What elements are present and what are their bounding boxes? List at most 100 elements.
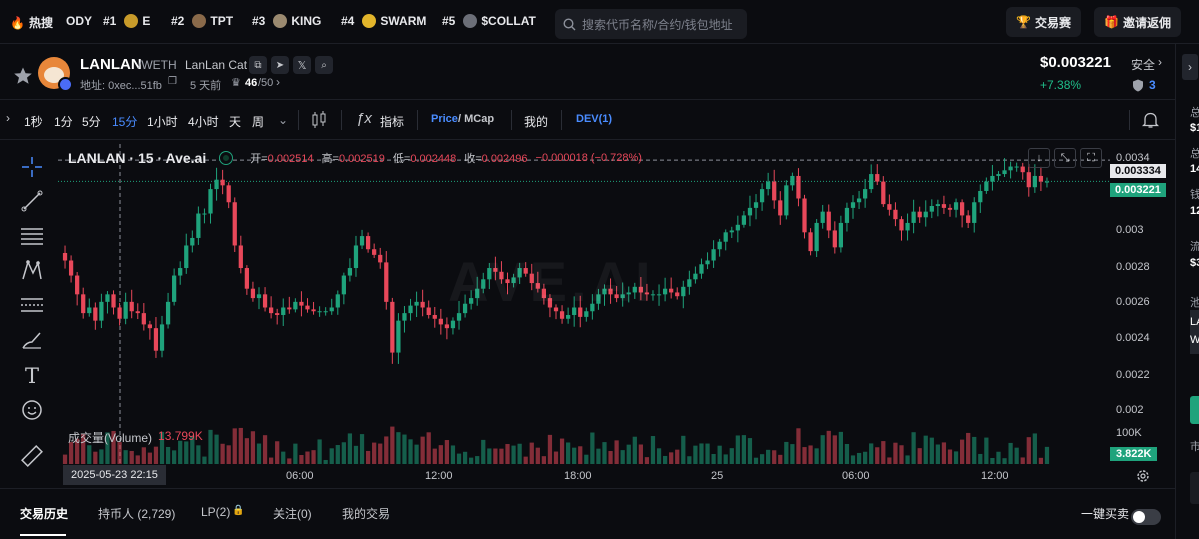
volume-value: 13.799K [158,429,203,443]
telegram-icon[interactable]: ➤ [271,56,289,74]
volume-bar [208,429,213,464]
volume-bar [675,449,680,464]
candle-body [87,307,92,314]
volume-bar [984,437,989,464]
emoji-tool[interactable] [18,398,46,422]
chevron-right-icon[interactable]: › [276,75,280,89]
interval-15m[interactable]: 15分 [112,115,138,129]
volume-bar [681,435,686,464]
scroll-down-icon[interactable]: ↓ [1028,148,1050,168]
website-icon[interactable]: ⧉ [249,56,267,74]
crosshair-icon [22,157,42,177]
hot-item[interactable]: #4 SWARM [341,14,426,28]
interval-1h[interactable]: 1小时 [147,115,178,129]
buy-button[interactable] [1190,396,1199,424]
search-input[interactable]: 搜索代币名称/合约/钱包地址 [555,9,747,39]
tab-my-trades[interactable]: 我的交易 [342,507,391,521]
candle-body [826,211,831,231]
chevron-down-icon[interactable]: ⌄ [278,113,289,127]
chevron-right-icon[interactable]: › [1158,55,1162,69]
horizontal-lines-tool[interactable] [18,224,46,248]
pool-card[interactable] [1190,310,1199,354]
hot-item[interactable]: #2 TPT [171,14,233,28]
candle-body [365,236,371,250]
collapse-left-icon[interactable]: › [6,111,10,125]
mine-button[interactable]: 我的 [524,115,549,129]
search-placeholder: 搜索代币名称/合约/钱包地址 [582,17,733,32]
candle-body [832,230,837,248]
candle-body [966,215,971,223]
dev-toggle[interactable]: DEV(1) [576,113,613,125]
safety-label[interactable]: 安全 [1131,58,1156,72]
bell-alert-icon[interactable] [1142,111,1159,129]
candlestick-plot[interactable] [58,144,1110,464]
volume-bar [711,453,716,464]
interval-day[interactable]: 天 [229,115,242,129]
candle-body [759,189,765,203]
hot-item[interactable]: #1 E [103,14,150,28]
candle-body [614,294,619,299]
interval-week[interactable]: 周 [252,115,265,129]
ruler-tool[interactable] [18,444,46,468]
candle-body [796,175,801,199]
expand-panel-icon[interactable]: › [1182,54,1198,80]
price-toggle[interactable]: Price [431,113,458,125]
volume-bar [275,441,280,464]
indicators-button[interactable]: 指标 [380,115,405,129]
candle-body [644,292,650,295]
price-axis[interactable]: 0.0034 0.003 0.0028 0.0026 0.0024 0.0022… [1110,144,1175,484]
current-price-label: 0.003221 [1110,183,1166,197]
trade-contest-button[interactable]: 🏆 交易赛 [1006,7,1081,37]
indicator-fx-icon[interactable]: ƒx [356,110,372,127]
quick-buy-toggle[interactable] [1131,509,1161,525]
tab-watch[interactable]: 关注(0) [273,507,312,521]
y-tick: 0.0024 [1116,332,1150,344]
brush-tool[interactable] [18,328,46,352]
volume-bar [996,451,1001,464]
trend-line-tool[interactable] [18,189,46,213]
candle-body [238,245,243,269]
price-chart[interactable]: AVE.AI LANLAN · 15 · Ave.ai 开=0.002514 高… [58,144,1110,464]
star-favorite-icon[interactable] [13,66,33,86]
gift-icon: 🎁 [1104,15,1119,29]
time-axis[interactable]: 06:00 12:00 18:00 25 06:00 12:00 2025-05… [58,465,1110,487]
candle-body [438,318,443,325]
hot-search[interactable]: 🔥 热搜 [10,14,53,31]
search-token-icon[interactable]: ⌕ [315,56,333,74]
candle-body [202,213,207,215]
tab-holders[interactable]: 持币人 (2,729) [98,507,176,521]
collapse-icon[interactable]: ⤡ [1054,148,1076,168]
text-tool[interactable]: T [18,364,46,388]
crosshair-tool[interactable] [18,155,46,179]
x-tick: 06:00 [286,470,314,482]
x-twitter-icon[interactable]: 𝕏 [293,56,311,74]
settings-gear-icon[interactable] [1136,469,1150,483]
tab-lp[interactable]: LP(2) [201,505,231,519]
candle-body [875,174,880,182]
hot-item[interactable]: #3 KING [252,14,321,28]
interval-1s[interactable]: 1秒 [24,115,43,129]
fib-tool[interactable] [18,293,46,317]
interval-5m[interactable]: 5分 [82,115,101,129]
volume-bar [178,440,183,464]
mcap-toggle[interactable]: / MCap [458,113,495,125]
hot-item-name: E [142,14,151,28]
copy-icon[interactable]: ❐ [168,76,177,87]
invite-rebate-button[interactable]: 🎁 邀请返佣 [1094,7,1181,37]
amount-input[interactable] [1190,472,1199,504]
candle-body [947,207,953,210]
volume-bar [978,453,983,464]
hot-item[interactable]: #5 $COLLAT [442,14,536,28]
candle-type-icon[interactable] [311,111,327,129]
interval-1m[interactable]: 1分 [54,115,73,129]
volume-bar [705,443,710,464]
volume-bar [256,443,262,464]
volume-bar [547,434,553,464]
tab-trade-history[interactable]: 交易历史 [20,507,69,521]
pattern-tool[interactable] [18,258,46,282]
volume-bar [699,443,704,464]
hot-item[interactable]: ODY [66,14,92,28]
fullscreen-icon[interactable]: ⛶ [1080,148,1102,168]
chart-legend: LANLAN · 15 · Ave.ai 开=0.002514 高=0.0025… [68,150,642,166]
interval-4h[interactable]: 4小时 [188,115,219,129]
